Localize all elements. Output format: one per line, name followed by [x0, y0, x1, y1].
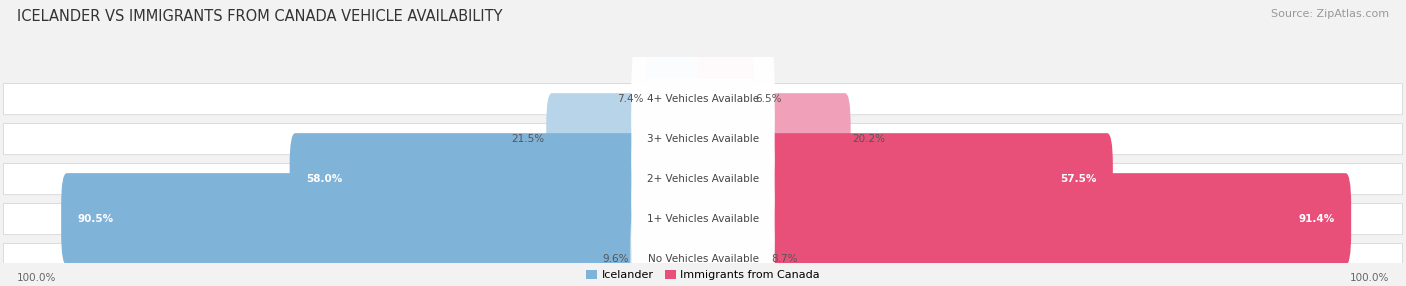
Text: 3+ Vehicles Available: 3+ Vehicles Available	[647, 134, 759, 144]
Text: 100.0%: 100.0%	[17, 273, 56, 283]
Text: 21.5%: 21.5%	[512, 134, 546, 144]
FancyBboxPatch shape	[60, 173, 709, 265]
Text: 91.4%: 91.4%	[1299, 214, 1336, 224]
FancyBboxPatch shape	[697, 213, 770, 286]
FancyBboxPatch shape	[631, 119, 775, 240]
Text: 57.5%: 57.5%	[1060, 174, 1097, 184]
FancyBboxPatch shape	[3, 243, 1403, 275]
Text: ICELANDER VS IMMIGRANTS FROM CANADA VEHICLE AVAILABILITY: ICELANDER VS IMMIGRANTS FROM CANADA VEHI…	[17, 9, 502, 23]
FancyBboxPatch shape	[631, 199, 775, 286]
FancyBboxPatch shape	[3, 204, 1403, 235]
Text: 1+ Vehicles Available: 1+ Vehicles Available	[647, 214, 759, 224]
FancyBboxPatch shape	[3, 84, 1403, 115]
FancyBboxPatch shape	[290, 133, 709, 225]
Legend: Icelander, Immigrants from Canada: Icelander, Immigrants from Canada	[586, 270, 820, 281]
Text: Source: ZipAtlas.com: Source: ZipAtlas.com	[1271, 9, 1389, 19]
FancyBboxPatch shape	[3, 164, 1403, 195]
Text: 9.6%: 9.6%	[602, 254, 628, 264]
Text: 90.5%: 90.5%	[77, 214, 114, 224]
FancyBboxPatch shape	[697, 173, 1351, 265]
FancyBboxPatch shape	[697, 53, 754, 145]
Text: 58.0%: 58.0%	[307, 174, 342, 184]
FancyBboxPatch shape	[546, 93, 709, 185]
FancyBboxPatch shape	[697, 93, 851, 185]
FancyBboxPatch shape	[630, 213, 709, 286]
FancyBboxPatch shape	[697, 133, 1114, 225]
Text: 6.5%: 6.5%	[756, 94, 782, 104]
FancyBboxPatch shape	[3, 124, 1403, 155]
Text: 2+ Vehicles Available: 2+ Vehicles Available	[647, 174, 759, 184]
FancyBboxPatch shape	[645, 53, 709, 145]
Text: No Vehicles Available: No Vehicles Available	[648, 254, 758, 264]
Text: 20.2%: 20.2%	[852, 134, 884, 144]
Text: 4+ Vehicles Available: 4+ Vehicles Available	[647, 94, 759, 104]
Text: 8.7%: 8.7%	[772, 254, 797, 264]
FancyBboxPatch shape	[631, 79, 775, 200]
Text: 7.4%: 7.4%	[617, 94, 644, 104]
Text: 100.0%: 100.0%	[1350, 273, 1389, 283]
FancyBboxPatch shape	[631, 159, 775, 279]
FancyBboxPatch shape	[631, 39, 775, 160]
